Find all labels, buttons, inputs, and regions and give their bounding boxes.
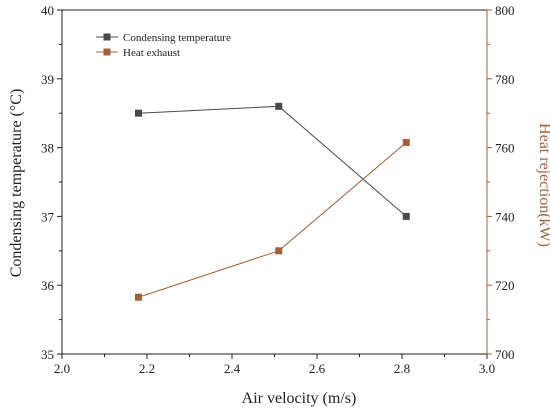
- x-tick-label: 3.0: [479, 361, 495, 376]
- y-left-tick-label: 40: [41, 3, 54, 18]
- x-tick-label: 2.8: [394, 361, 410, 376]
- legend-item-heat: Heat exhaust: [96, 47, 180, 59]
- y-left-tick-label: 35: [41, 347, 54, 362]
- series-point-1: [275, 247, 283, 255]
- plot-frame: [61, 9, 488, 355]
- legend: Condensing temperature Heat exhaust: [96, 32, 231, 59]
- y-right-tick-label: 720: [495, 278, 515, 293]
- series-point-0: [275, 102, 283, 110]
- legend-item-condensing: Condensing temperature: [96, 32, 231, 44]
- y-axis-left: 35 36 37 38 39 40: [41, 3, 62, 362]
- series-point-1: [402, 138, 410, 146]
- x-axis: 2.0 2.2 2.4 2.6 2.8 3.0: [54, 354, 495, 376]
- x-tick-label: 2.0: [54, 361, 70, 376]
- x-tick-label: 2.2: [139, 361, 155, 376]
- legend-label-condensing: Condensing temperature: [123, 32, 231, 44]
- y-left-tick-label: 36: [41, 278, 55, 293]
- series-point-0: [135, 109, 142, 117]
- x-tick-label: 2.6: [309, 361, 326, 376]
- y-right-tick-label: 760: [495, 141, 515, 156]
- series-line-1: [138, 142, 407, 298]
- y-right-tick-label: 740: [495, 209, 515, 224]
- y-left-tick-label: 39: [41, 72, 54, 87]
- series-point-1: [135, 293, 142, 301]
- y-right-tick-label: 800: [495, 3, 515, 18]
- y-left-tick-label: 38: [41, 141, 54, 156]
- y-axis-right: 700 720 740 760 780 800: [487, 3, 515, 362]
- legend-label-heat: Heat exhaust: [123, 47, 180, 59]
- series-point-0: [402, 212, 410, 220]
- y-axis-left-title: Condensing temperature (°C): [8, 89, 25, 278]
- legend-marker-heat: [103, 48, 111, 56]
- x-axis-title: Air velocity (m/s): [242, 390, 357, 407]
- y-right-tick-label: 700: [495, 347, 515, 362]
- series-line-0: [138, 105, 407, 217]
- legend-marker-condensing: [103, 33, 111, 41]
- series-layer: [135, 102, 410, 301]
- y-right-tick-label: 780: [495, 72, 515, 87]
- y-axis-right-title: Heat rejection(kW): [536, 123, 550, 247]
- y-left-tick-label: 37: [41, 209, 55, 224]
- x-tick-label: 2.4: [224, 361, 241, 376]
